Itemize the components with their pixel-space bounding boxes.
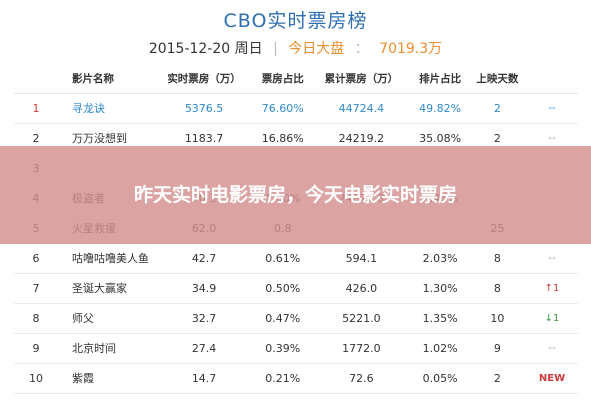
screening-share-cell: 1.02%: [411, 333, 469, 364]
days-released-cell: 10: [468, 303, 526, 334]
table-row[interactable]: 1 寻龙诀 5376.5 76.60% 44724.4 49.82% 2 --: [14, 93, 578, 124]
box-office-share-cell: 0.39%: [254, 333, 312, 364]
realtime-box-office-cell: 42.7: [154, 243, 255, 274]
movie-name-cell: 圣诞大赢家: [58, 273, 154, 304]
header-realtime-box-office: 实时票房（万）: [154, 65, 255, 94]
table-header-row: 影片名称 实时票房（万） 票房占比 累计票房（万） 排片占比 上映天数: [14, 65, 578, 94]
realtime-box-office-cell: 32.7: [154, 303, 255, 334]
header-movie-name: 影片名称: [58, 65, 154, 94]
cumulative-box-office-cell: 72.6: [311, 363, 412, 394]
movie-name-cell: 紫霞: [58, 363, 154, 394]
box-office-share-cell: 0.21%: [254, 363, 312, 394]
header-screening-share: 排片占比: [411, 65, 469, 94]
rank-cell: 10: [14, 363, 58, 394]
separator: |: [273, 41, 278, 57]
cumulative-box-office-cell: 594.1: [311, 243, 412, 274]
article-title-banner[interactable]: 昨天实时电影票房，今天电影实时票房: [0, 146, 591, 244]
header-box-office-share: 票房占比: [254, 65, 312, 94]
table-row[interactable]: 6 咕噜咕噜美人鱼 42.7 0.61% 594.1 2.03% 8 --: [14, 243, 578, 274]
rank-cell: 6: [14, 243, 58, 274]
weekday-text: 周日: [234, 41, 263, 57]
cumulative-box-office-cell: 426.0: [311, 273, 412, 304]
total-value: 7019.3万: [379, 41, 443, 57]
rank-trend-cell: NEW: [526, 363, 578, 394]
header-days-released: 上映天数: [468, 65, 526, 94]
days-released-cell: 2: [468, 363, 526, 394]
days-released-cell: 8: [468, 243, 526, 274]
article-title-text: 昨天实时电影票房，今天电影实时票房: [133, 184, 457, 206]
page-title: CBO实时票房榜: [223, 10, 368, 32]
realtime-box-office-cell: 27.4: [154, 333, 255, 364]
movie-name-cell: 寻龙诀: [58, 93, 154, 124]
days-released-cell: 8: [468, 273, 526, 304]
total-label: 今日大盘: [288, 41, 345, 57]
movie-name-cell: 北京时间: [58, 333, 154, 364]
box-office-share-cell: 76.60%: [254, 93, 312, 124]
screening-share-cell: 1.30%: [411, 273, 469, 304]
rank-cell: 8: [14, 303, 58, 334]
cumulative-box-office-cell: 1772.0: [311, 333, 412, 364]
rank-trend-cell: ↓1: [526, 303, 578, 334]
days-released-cell: 9: [468, 333, 526, 364]
date-summary: 2015-12-20 周日 | 今日大盘 ： 7019.3万: [0, 38, 591, 58]
table-row[interactable]: 10 紫霞 14.7 0.21% 72.6 0.05% 2 NEW: [14, 363, 578, 394]
table-row[interactable]: 7 圣诞大赢家 34.9 0.50% 426.0 1.30% 8 ↑1: [14, 273, 578, 304]
cumulative-box-office-cell: 5221.0: [311, 303, 412, 334]
date-text: 2015-12-20: [148, 41, 231, 57]
realtime-box-office-cell: 5376.5: [154, 93, 255, 124]
rank-cell: 7: [14, 273, 58, 304]
screening-share-cell: 1.35%: [411, 303, 469, 334]
header-rank: [14, 65, 58, 94]
rank-trend-cell: --: [526, 333, 578, 364]
table-row[interactable]: 9 北京时间 27.4 0.39% 1772.0 1.02% 9 --: [14, 333, 578, 364]
box-office-share-cell: 0.50%: [254, 273, 312, 304]
box-office-share-cell: 0.61%: [254, 243, 312, 274]
colon-separator: ：: [354, 41, 369, 57]
movie-name-cell: 咕噜咕噜美人鱼: [58, 243, 154, 274]
cumulative-box-office-cell: 44724.4: [311, 93, 412, 124]
rank-trend-cell: ↑1: [526, 273, 578, 304]
screening-share-cell: 49.82%: [411, 93, 469, 124]
screening-share-cell: 2.03%: [411, 243, 469, 274]
rank-trend-cell: --: [526, 243, 578, 274]
rank-cell: 1: [14, 93, 58, 124]
screening-share-cell: 0.05%: [411, 363, 469, 394]
realtime-box-office-cell: 34.9: [154, 273, 255, 304]
days-released-cell: 2: [468, 93, 526, 124]
rank-trend-cell: --: [526, 93, 578, 124]
box-office-share-cell: 0.47%: [254, 303, 312, 334]
rank-cell: 9: [14, 333, 58, 364]
header-cumulative-box-office: 累计票房（万）: [311, 65, 412, 94]
realtime-box-office-cell: 14.7: [154, 363, 255, 394]
header-trend: [526, 65, 578, 94]
table-row[interactable]: 8 师父 32.7 0.47% 5221.0 1.35% 10 ↓1: [14, 303, 578, 334]
movie-name-cell: 师父: [58, 303, 154, 334]
